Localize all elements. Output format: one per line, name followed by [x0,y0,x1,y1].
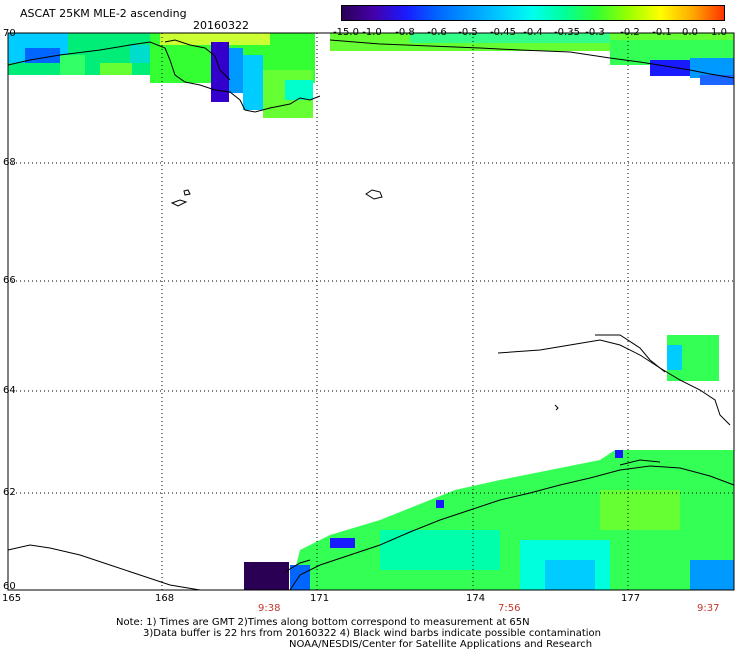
lat-label: 64 [3,385,16,396]
swath-northwest [8,33,158,75]
lon-label: 177 [621,593,641,604]
swath-top-center [150,33,315,118]
colorbar-label: -0.5 [458,27,478,38]
colorbar-label: -0.3 [585,27,605,38]
product-title: ASCAT 25KM MLE-2 ascending [20,7,187,20]
lat-label: 66 [3,275,16,286]
colorbar-label: -0.1 [652,27,672,38]
pass-time: 9:38 [258,603,281,614]
colorbar-label: -1.0 [362,27,382,38]
colorbar-label: -0.35 [554,27,580,38]
colorbar-label: -15.0 [333,27,359,38]
swath-east-patch [667,335,719,381]
swath-south [244,450,734,590]
colorbar-label: -0.8 [395,27,415,38]
pass-time: 9:37 [697,603,720,614]
lon-label: 174 [466,593,486,604]
colorbar-label: -0.6 [427,27,447,38]
lon-label: 168 [155,593,175,604]
lat-label: 62 [3,487,16,498]
note-line-2: 3)Data buffer is 22 hrs from 20160322 4)… [143,628,601,639]
map-frame [7,32,735,591]
lat-label: 68 [3,157,16,168]
note-line-1: Note: 1) Times are GMT 2)Times along bot… [116,617,530,628]
colorbar-label: 0.0 [682,27,698,38]
colorbar-label: -0.45 [490,27,516,38]
lon-label: 165 [2,593,22,604]
lon-label: 171 [310,593,330,604]
lat-label: 70 [3,28,16,39]
lat-label: 60 [3,581,16,592]
colorbar-label: -0.2 [620,27,640,38]
colorbar-label: 1.0 [711,27,727,38]
coastlines [7,39,735,591]
note-line-3: NOAA/NESDIS/Center for Satellite Applica… [289,639,593,650]
colorbar-label: -0.4 [523,27,543,38]
pass-time: 7:56 [498,603,521,614]
graticule [8,33,734,590]
date-label: 20160322 [193,19,249,32]
colorbar [341,5,725,21]
